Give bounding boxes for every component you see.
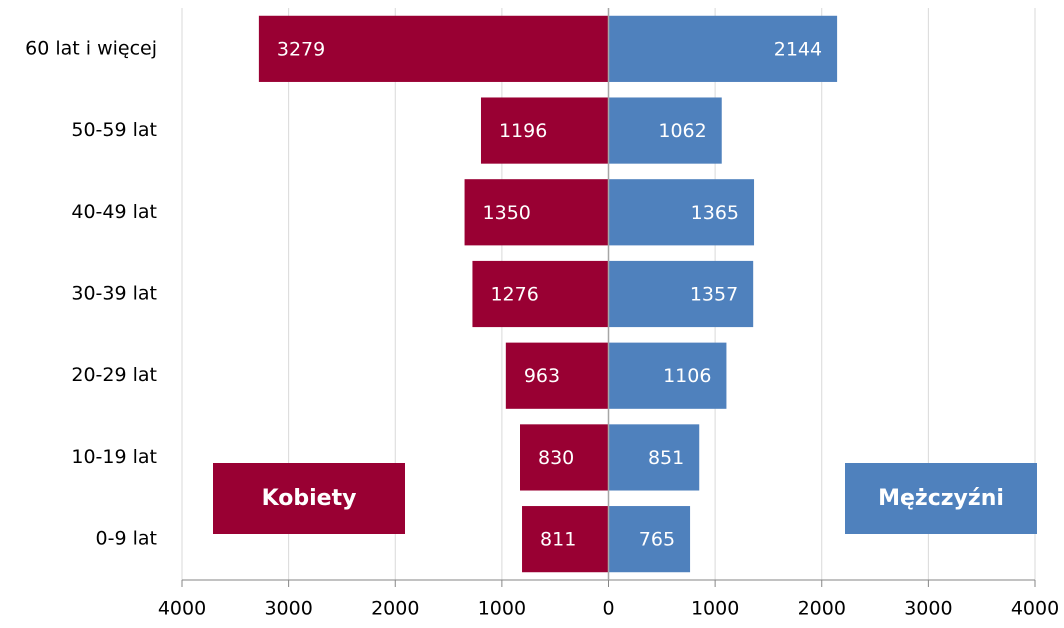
data-label: 1106 xyxy=(663,365,711,387)
x-tick-label: 4000 xyxy=(1011,598,1059,620)
x-tick-label: 3000 xyxy=(904,598,952,620)
x-tick-label: 4000 xyxy=(158,598,206,620)
y-tick-label: 30-39 lat xyxy=(71,283,157,305)
bar xyxy=(480,97,609,164)
legend-swatch xyxy=(845,463,1037,534)
data-label: 1062 xyxy=(658,120,706,142)
data-label: 2144 xyxy=(774,38,822,60)
y-tick-label: 10-19 lat xyxy=(71,446,157,468)
data-label: 830 xyxy=(538,447,574,469)
y-tick-label: 60 lat i więcej xyxy=(25,37,157,59)
x-tick-label: 3000 xyxy=(264,598,312,620)
data-label: 1365 xyxy=(691,202,739,224)
bar xyxy=(472,260,609,328)
data-label: 1276 xyxy=(490,284,538,306)
bar xyxy=(608,97,722,164)
bar xyxy=(608,424,700,491)
data-label: 1357 xyxy=(690,284,738,306)
legend-swatch xyxy=(213,463,405,534)
bar xyxy=(522,506,609,573)
y-tick-label: 0-9 lat xyxy=(96,528,157,550)
x-tick-label: 0 xyxy=(602,598,614,620)
y-tick-label: 20-29 lat xyxy=(71,364,157,386)
data-label: 3279 xyxy=(277,38,325,60)
y-tick-label: 50-59 lat xyxy=(71,119,157,141)
bar xyxy=(505,342,609,409)
bar xyxy=(608,15,838,82)
bar xyxy=(608,506,691,573)
bar xyxy=(608,179,755,246)
bar xyxy=(608,342,727,409)
data-label: 1350 xyxy=(483,202,531,224)
bar xyxy=(520,424,609,491)
bar xyxy=(258,15,609,82)
data-label: 963 xyxy=(524,365,560,387)
x-tick-label: 1000 xyxy=(478,598,526,620)
legend-label: Mężczyźni xyxy=(878,486,1004,511)
bar xyxy=(464,179,609,246)
data-label: 1196 xyxy=(499,120,547,142)
data-label: 765 xyxy=(639,529,675,551)
data-label: 851 xyxy=(648,447,684,469)
x-tick-label: 2000 xyxy=(371,598,419,620)
bar xyxy=(608,260,754,328)
x-tick-label: 2000 xyxy=(798,598,846,620)
legend-label: Kobiety xyxy=(262,486,357,511)
x-tick-label: 1000 xyxy=(691,598,739,620)
data-label: 811 xyxy=(540,529,576,551)
y-tick-label: 40-49 lat xyxy=(71,201,157,223)
